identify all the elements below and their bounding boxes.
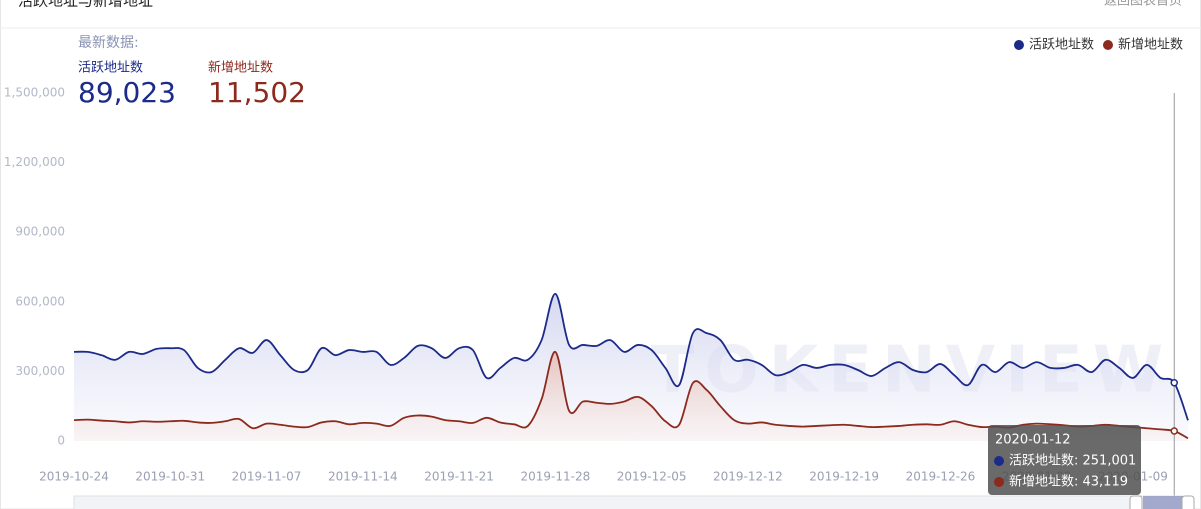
tooltip-item: 新增地址数: 43,119 — [1009, 474, 1128, 490]
tooltip-swatch — [994, 456, 1004, 466]
latest-name: 活跃地址数 — [78, 61, 143, 76]
latest-name: 新增地址数 — [208, 60, 273, 76]
legend-label: 新增地址数 — [1118, 37, 1183, 53]
y-tick-label: 1,200,000 — [4, 155, 65, 169]
tooltip-box — [988, 425, 1141, 495]
latest-title: 最新数据: — [78, 35, 139, 51]
x-tick-label: 2019-12-26 — [906, 470, 976, 484]
hover-point — [1170, 427, 1178, 435]
slider-handle — [1129, 495, 1143, 509]
legend-swatch — [1013, 40, 1024, 50]
y-tick-label: 600,000 — [15, 294, 65, 308]
x-tick-label: 2019-10-31 — [135, 470, 205, 484]
x-tick-label: 2019-11-07 — [232, 470, 302, 484]
latest-value: 11,502 — [208, 76, 306, 109]
x-tick-label: 2019-11-28 — [520, 470, 590, 484]
x-tick-label: 2019-11-14 — [328, 470, 398, 484]
x-tick-label: 2019-12-19 — [809, 470, 879, 484]
hover-point — [1170, 379, 1178, 387]
x-tick-label: 2019-12-05 — [617, 470, 687, 484]
header-title: 活跃地址与新增地址 — [18, 0, 153, 10]
back-link[interactable]: 返回图表首页 — [1104, 0, 1182, 9]
x-tick-label: 2019-12-12 — [713, 470, 783, 484]
area — [74, 293, 1188, 441]
y-tick-label: 900,000 — [15, 225, 65, 239]
slider-handle — [1181, 495, 1195, 509]
tooltip-swatch — [994, 477, 1004, 487]
line — [73, 293, 1189, 421]
tooltip-item: 活跃地址数: 251,001 — [1009, 454, 1136, 469]
y-tick-label: 1,500,000 — [4, 86, 65, 100]
x-tick-label: 2019-11-21 — [424, 470, 494, 484]
tooltip-title: 2020-01-12 — [995, 433, 1071, 448]
legend-swatch — [1102, 40, 1113, 50]
legend-label: 活跃地址数 — [1029, 38, 1094, 53]
x-tick-label: 2019-10-24 — [39, 470, 109, 484]
slider-track — [73, 495, 1189, 509]
y-tick-label: 300,000 — [15, 364, 65, 378]
latest-value: 89,023 — [78, 76, 176, 109]
y-tick-label: 0 — [57, 434, 65, 448]
slider-window — [1143, 496, 1188, 509]
